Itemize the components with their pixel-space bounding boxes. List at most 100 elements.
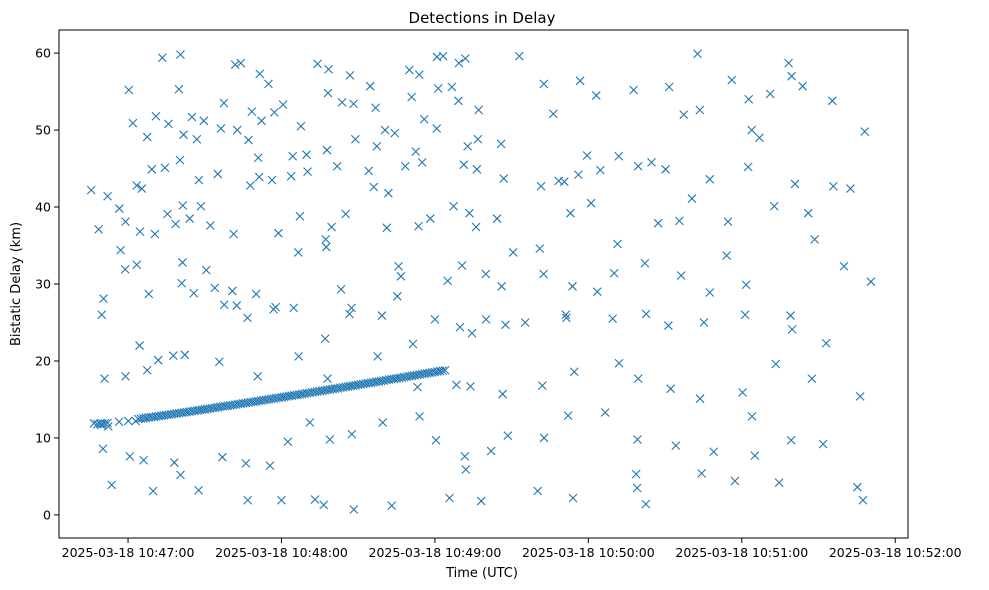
data-point: [116, 245, 126, 255]
data-point: [563, 411, 573, 421]
data-point: [114, 417, 124, 427]
data-point: [277, 495, 286, 505]
data-point: [496, 139, 506, 149]
data-point: [709, 447, 719, 457]
data-point: [676, 271, 686, 280]
data-points: [86, 49, 876, 514]
data-point: [633, 435, 642, 444]
data-point: [377, 311, 387, 320]
x-tick-label: 2025-03-18 10:47:00: [62, 545, 195, 560]
data-point: [135, 341, 144, 350]
data-point: [858, 495, 868, 505]
data-point: [827, 96, 837, 106]
data-point: [431, 435, 441, 445]
data-point: [387, 501, 397, 511]
x-tick-label: 2025-03-18 10:48:00: [215, 545, 348, 560]
data-point: [415, 411, 424, 421]
data-point: [255, 69, 265, 79]
data-point: [176, 50, 185, 60]
data-point: [179, 130, 188, 140]
data-point: [608, 314, 618, 324]
data-point: [121, 371, 130, 381]
data-point: [293, 248, 303, 257]
data-point: [727, 75, 737, 85]
data-point: [537, 381, 547, 390]
data-point: [107, 480, 117, 490]
data-point: [466, 381, 475, 391]
data-point: [614, 151, 624, 161]
data-point: [142, 365, 152, 375]
data-point: [852, 482, 862, 492]
data-point: [251, 289, 261, 299]
data-point: [839, 261, 849, 271]
data-point: [294, 351, 304, 361]
data-point: [568, 493, 578, 503]
data-point: [771, 359, 781, 369]
data-point: [313, 59, 322, 69]
data-point: [232, 301, 242, 310]
data-point: [476, 496, 486, 506]
data-point: [219, 98, 229, 108]
data-point: [382, 223, 392, 233]
data-point: [164, 119, 173, 129]
data-point: [168, 351, 178, 360]
data-point: [417, 157, 427, 167]
data-point: [332, 161, 342, 171]
data-point: [319, 500, 329, 510]
data-point: [472, 164, 482, 174]
data-point: [640, 258, 650, 268]
data-point: [120, 264, 130, 274]
chart-title: Detections in Delay: [409, 9, 556, 27]
data-point: [245, 181, 255, 190]
data-point: [320, 334, 330, 344]
data-point: [254, 172, 264, 182]
data-point: [591, 91, 601, 100]
data-point: [163, 209, 172, 219]
data-point: [455, 322, 465, 332]
data-point: [539, 433, 549, 443]
data-point: [443, 276, 453, 286]
data-point: [430, 315, 440, 324]
x-tick-label: 2025-03-18 10:50:00: [522, 545, 655, 560]
data-point: [378, 418, 388, 427]
x-tick-label: 2025-03-18 10:51:00: [675, 545, 808, 560]
data-point: [176, 470, 185, 480]
data-point: [132, 181, 142, 190]
data-point: [592, 287, 602, 297]
data-point: [124, 85, 134, 95]
data-point: [419, 114, 429, 124]
data-point: [740, 310, 750, 320]
data-point: [236, 58, 246, 68]
data-point: [148, 486, 158, 496]
data-point: [327, 222, 336, 232]
data-point: [803, 208, 813, 218]
data-point: [750, 451, 760, 461]
data-point: [661, 164, 670, 174]
data-point: [232, 125, 242, 135]
data-point: [151, 111, 161, 121]
data-point: [323, 374, 332, 384]
data-point: [454, 96, 463, 106]
data-point: [747, 411, 757, 421]
data-point: [492, 214, 502, 223]
data-point: [178, 201, 188, 210]
data-point: [160, 163, 170, 173]
data-point: [139, 455, 149, 465]
data-point: [267, 175, 277, 185]
data-point: [349, 505, 359, 514]
data-point: [288, 151, 298, 161]
data-point: [486, 446, 496, 456]
data-point: [561, 313, 571, 323]
data-point: [821, 338, 831, 348]
data-point: [347, 429, 357, 439]
data-point: [471, 222, 481, 232]
data-point: [536, 181, 546, 191]
data-point: [229, 229, 239, 239]
data-point: [371, 103, 380, 113]
y-tick-label: 60: [35, 46, 51, 61]
y-tick-label: 10: [35, 430, 51, 445]
x-tick-label: 2025-03-18 10:49:00: [369, 545, 502, 560]
data-point: [738, 388, 747, 397]
data-point: [103, 418, 112, 428]
